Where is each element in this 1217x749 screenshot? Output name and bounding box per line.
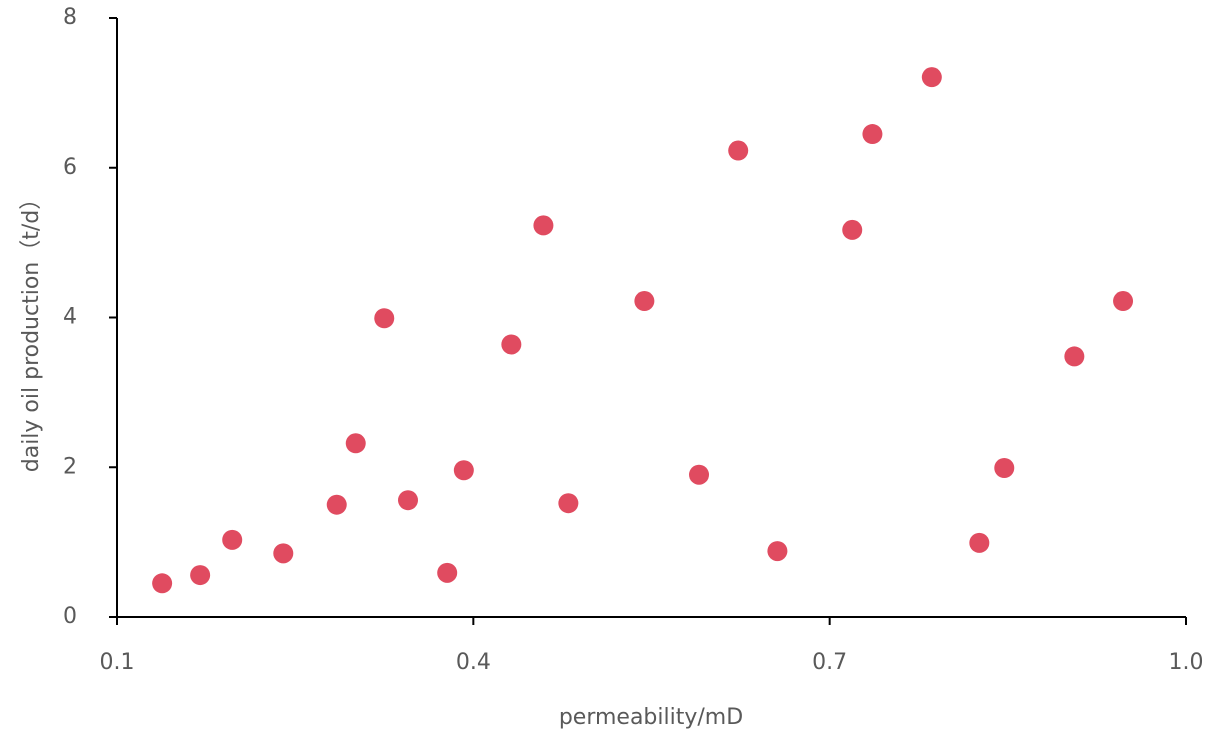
point xyxy=(1064,346,1085,367)
point xyxy=(533,215,554,236)
point xyxy=(437,562,458,583)
y-tick-label: 4 xyxy=(63,305,77,330)
point xyxy=(634,291,655,312)
point xyxy=(921,67,942,88)
point xyxy=(767,541,788,562)
y-tick-label: 8 xyxy=(63,5,77,30)
x-tick-label: 0.7 xyxy=(812,650,847,675)
y-tick-label: 2 xyxy=(63,454,77,479)
y-tick-label: 6 xyxy=(63,155,77,180)
point xyxy=(222,529,243,550)
x-tick-label: 1.0 xyxy=(1169,650,1204,675)
point xyxy=(842,219,863,240)
point xyxy=(152,573,173,594)
point xyxy=(501,334,522,355)
point xyxy=(190,565,211,586)
point xyxy=(374,308,395,329)
point xyxy=(1113,291,1134,312)
point xyxy=(558,493,579,514)
point xyxy=(345,433,366,454)
point xyxy=(398,490,419,511)
y-axis-label: daily oil production（t/d） xyxy=(19,188,44,473)
point xyxy=(862,124,883,145)
x-tick-label: 0.4 xyxy=(456,650,491,675)
y-tick-label: 0 xyxy=(63,604,77,629)
point xyxy=(273,543,294,564)
point xyxy=(326,494,347,515)
point xyxy=(453,460,474,481)
point xyxy=(728,140,749,161)
point xyxy=(689,464,710,485)
x-tick-label: 0.1 xyxy=(100,650,135,675)
point xyxy=(969,532,990,553)
point xyxy=(994,457,1015,478)
x-axis-label: permeability/mD xyxy=(559,705,743,730)
